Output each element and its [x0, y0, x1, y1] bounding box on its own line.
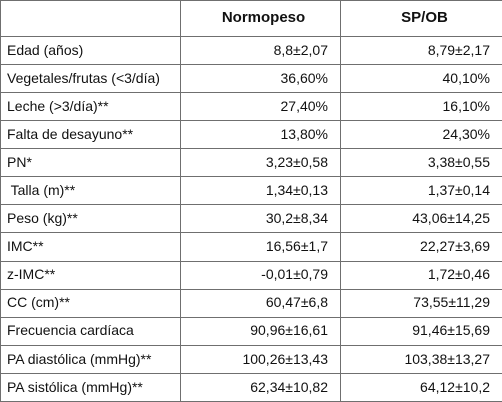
cell-normopeso: 3,23±0,58: [180, 148, 341, 178]
cell-spob: 22,27±3,69: [340, 232, 502, 262]
cell-spob: 1,37±0,14: [340, 176, 502, 206]
row-label: Edad (años): [0, 35, 181, 66]
row-label: CC (cm)**: [0, 288, 181, 318]
row-label: PN*: [0, 148, 181, 178]
cell-normopeso: 100,26±13,43: [180, 344, 341, 374]
table-row: Frecuencia cardíaca 90,96±16,61 91,46±15…: [0, 316, 502, 346]
table-row: Talla (m)** 1,34±0,13 1,37±0,14: [0, 176, 502, 206]
table-row: CC (cm)** 60,47±6,8 73,55±11,29: [0, 288, 502, 318]
header-cell-spob: SP/OB: [340, 0, 502, 37]
cell-spob: 24,30%: [340, 120, 502, 150]
cell-spob: 43,06±14,25: [340, 204, 502, 234]
table-row: z-IMC** -0,01±0,79 1,72±0,46: [0, 260, 502, 290]
table-row: Edad (años) 8,8±2,07 8,79±2,17: [0, 35, 502, 66]
cell-spob: 40,10%: [340, 64, 502, 94]
cell-normopeso: 13,80%: [180, 120, 341, 150]
cell-normopeso: 62,34±10,82: [180, 372, 341, 402]
cell-spob: 8,79±2,17: [340, 35, 502, 66]
table-body: Edad (años) 8,8±2,07 8,79±2,17 Vegetales…: [0, 35, 502, 402]
cell-normopeso: 27,40%: [180, 92, 341, 122]
table-row: PA diastólica (mmHg)** 100,26±13,43 103,…: [0, 344, 502, 374]
cell-normopeso: -0,01±0,79: [180, 260, 341, 290]
table-row: IMC** 16,56±1,7 22,27±3,69: [0, 232, 502, 262]
cell-spob: 103,38±13,27: [340, 344, 502, 374]
cell-spob: 64,12±10,2: [340, 372, 502, 402]
cell-spob: 73,55±11,29: [340, 288, 502, 318]
cell-normopeso: 1,34±0,13: [180, 176, 341, 206]
row-label: PA diastólica (mmHg)**: [0, 344, 181, 374]
table-row: Vegetales/frutas (<3/día) 36,60% 40,10%: [0, 64, 502, 94]
table-row: Falta de desayuno** 13,80% 24,30%: [0, 120, 502, 150]
cell-spob: 3,38±0,55: [340, 148, 502, 178]
table-row: Peso (kg)** 30,2±8,34 43,06±14,25: [0, 204, 502, 234]
table-row: Leche (>3/día)** 27,40% 16,10%: [0, 92, 502, 122]
cell-normopeso: 30,2±8,34: [180, 204, 341, 234]
row-label: Leche (>3/día)**: [0, 92, 181, 122]
row-label: Vegetales/frutas (<3/día): [0, 64, 181, 94]
cell-normopeso: 60,47±6,8: [180, 288, 341, 318]
row-label: Peso (kg)**: [0, 204, 181, 234]
row-label: z-IMC**: [0, 260, 181, 290]
table-row: PA sistólica (mmHg)** 62,34±10,82 64,12±…: [0, 372, 502, 402]
header-row: Normopeso SP/OB: [0, 0, 502, 37]
row-label: Frecuencia cardíaca: [0, 316, 181, 346]
row-label: IMC**: [0, 232, 181, 262]
table-row: PN* 3,23±0,58 3,38±0,55: [0, 148, 502, 178]
header-cell-normopeso: Normopeso: [180, 0, 341, 37]
row-label: PA sistólica (mmHg)**: [0, 372, 181, 402]
header-cell-variable: [0, 0, 181, 37]
cell-spob: 1,72±0,46: [340, 260, 502, 290]
cell-normopeso: 16,56±1,7: [180, 232, 341, 262]
cell-spob: 16,10%: [340, 92, 502, 122]
table-header: Normopeso SP/OB: [0, 0, 502, 37]
row-label: Talla (m)**: [0, 176, 181, 206]
cell-normopeso: 36,60%: [180, 64, 341, 94]
cell-normopeso: 90,96±16,61: [180, 316, 341, 346]
cell-spob: 91,46±15,69: [340, 316, 502, 346]
cell-normopeso: 8,8±2,07: [180, 35, 341, 66]
row-label: Falta de desayuno**: [0, 120, 181, 150]
